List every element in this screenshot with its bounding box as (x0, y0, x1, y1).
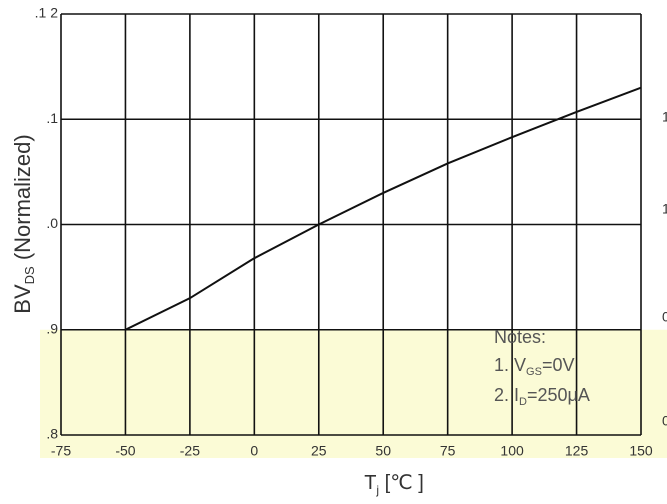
x-tick-label: -25 (180, 443, 200, 459)
x-tick-label: 100 (500, 443, 524, 459)
notes: Notes: 1. VGS=0V 2. ID=250μA (494, 327, 590, 408)
note: 2. ID=250μA (494, 385, 590, 408)
x-tick-label: 125 (565, 443, 589, 459)
x-tick-label: 25 (311, 443, 327, 459)
x-tick-label: 75 (440, 443, 456, 459)
edge-label: 1 (662, 109, 667, 125)
notes-title: Notes: (494, 327, 546, 347)
line-series (125, 86, 642, 331)
edge-label: 1 (662, 201, 667, 217)
edge-label: 0 (662, 309, 667, 325)
x-tick-label: 0 (250, 443, 258, 459)
y-tick-label: .0 (46, 215, 58, 231)
note: 1. VGS=0V (494, 355, 574, 378)
y-tick-label: .1 2 (35, 5, 59, 21)
x-tick-label: 150 (629, 443, 653, 459)
y-tick-label: .9 (46, 320, 58, 336)
x-tick-label: -50 (115, 443, 135, 459)
x-tick-label: 50 (375, 443, 391, 459)
y-tick-label: .8 (46, 426, 58, 442)
y-tick-label: .1 (46, 110, 58, 126)
y-axis-label: BVDS (Normalized) (10, 134, 38, 313)
x-tick-label: -75 (51, 443, 71, 459)
highlight-region (40, 329, 667, 458)
x-axis-label: Tj [℃ ] (364, 472, 424, 497)
edge-label: 0 (662, 413, 667, 429)
